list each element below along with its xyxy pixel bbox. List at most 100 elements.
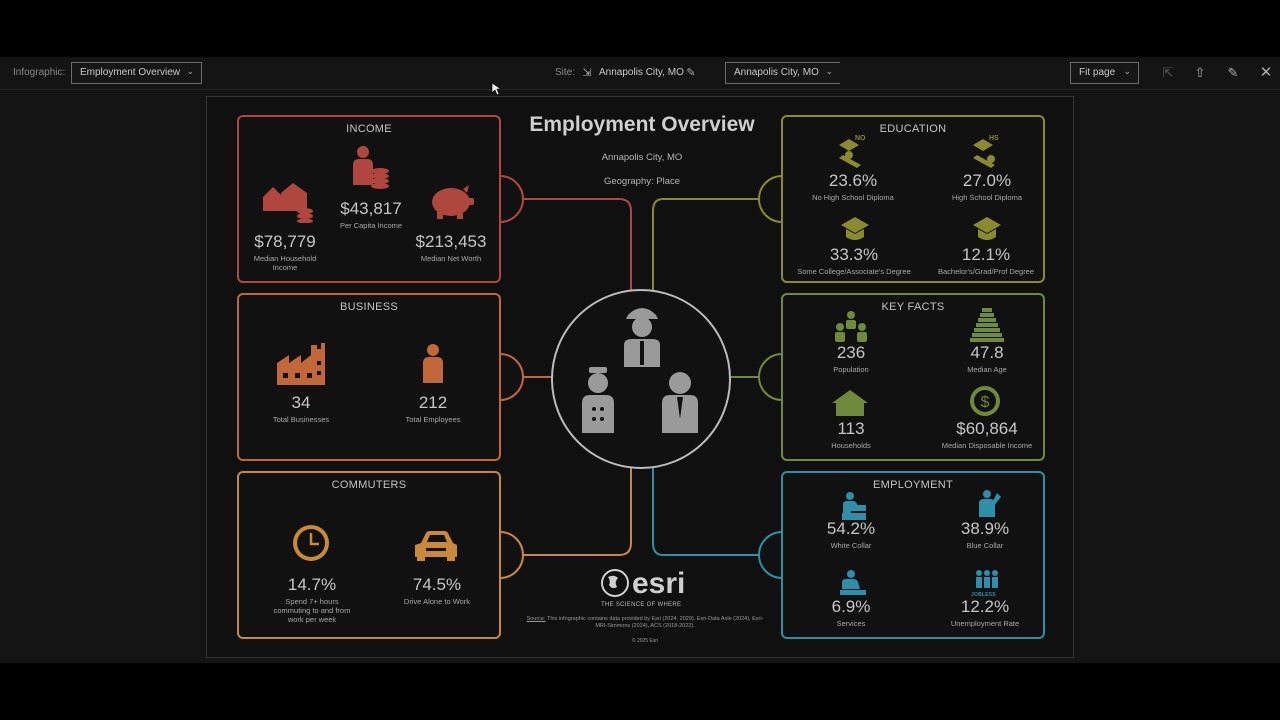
person-coins-icon (353, 146, 389, 189)
site-value: Annapolis City, MO (599, 67, 684, 78)
services-stat: 6.9% Services (811, 597, 891, 628)
piggy-bank-icon (432, 185, 474, 219)
esri-globe-icon (601, 569, 629, 597)
median-age-value: 47.8 (970, 343, 1004, 362)
source-text: This infographic contains data provided … (546, 616, 764, 629)
median-household-income-value: $78,779 (254, 232, 316, 251)
services-value: 6.9% (831, 597, 871, 616)
total-businesses-stat: 34 Total Businesses (261, 393, 341, 424)
disposable-income-stat: $60,864 Median Disposable Income (927, 419, 1047, 450)
households-stat: 113 Households (811, 419, 891, 450)
hs-diploma-icon (973, 139, 995, 168)
drive-alone-value: 74.5% (412, 575, 462, 594)
drive-alone-label: Drive Alone to Work (403, 597, 471, 606)
population-value: 236 (836, 343, 866, 362)
business-title: BUSINESS (339, 301, 399, 313)
total-businesses-label: Total Businesses (272, 415, 330, 424)
blue-collar-stat: 38.9% Blue Collar (945, 519, 1025, 550)
svg-text:$: $ (981, 394, 990, 411)
chevron-down-icon: ⌄ (1123, 66, 1131, 76)
unemployment-rate-label: Unemployment Rate (950, 619, 1020, 628)
hs-diploma-value: 27.0% (962, 171, 1012, 190)
median-net-worth-label: Median Net Worth (420, 254, 482, 263)
hs-diploma-stat: 27.0% High School Diploma (939, 171, 1035, 202)
median-net-worth-value: $213,453 (415, 232, 487, 251)
infographic-dropdown[interactable]: Employment Overview ⌄ (71, 62, 202, 84)
houses-icon (263, 183, 313, 223)
commute-time-stat: 14.7% Spend 7+ hours commuting to and fr… (267, 575, 357, 624)
median-household-income-stat: $78,779 Median Household Income (241, 232, 329, 272)
commute-time-label: Spend 7+ hours commuting to and from wor… (273, 597, 351, 624)
source-note: Source: This infographic contains data p… (525, 616, 765, 630)
white-collar-value: 54.2% (826, 519, 876, 538)
close-icon[interactable]: ✕ (1259, 64, 1273, 81)
per-capita-income-value: $43,817 (340, 199, 402, 218)
hs-badge: HS (989, 135, 999, 142)
edit-site-pencil-icon[interactable]: ✎ (686, 67, 696, 79)
no-hs-diploma-stat: 23.6% No High School Diploma (805, 171, 901, 202)
median-age-label: Median Age (967, 365, 1007, 374)
edit-pencil-icon[interactable]: ✎ (1227, 65, 1239, 80)
services-label: Services (836, 619, 866, 628)
total-businesses-value: 34 (291, 393, 311, 412)
commuters-panel: COMMUTERS 14.7% Spend 7+ hours commuting… (237, 471, 501, 639)
graduation-cap-icon (841, 217, 869, 240)
export-icon[interactable]: ⇧ (1194, 65, 1206, 80)
drive-alone-stat: 74.5% Drive Alone to Work (393, 575, 481, 606)
households-label: Households (831, 441, 871, 450)
chevron-down-icon: ⌄ (825, 66, 833, 76)
bachelors-label: Bachelor's/Grad/Prof Degree (937, 267, 1035, 276)
median-household-income-label: Median Household Income (253, 254, 317, 272)
income-title: INCOME (346, 123, 392, 135)
bachelors-value: 12.1% (961, 245, 1011, 264)
education-title: EDUCATION (879, 123, 947, 135)
income-panel: INCOME $43,817 Per Capita Income (237, 115, 501, 283)
letterbox-top (0, 0, 1280, 57)
clock-icon (293, 525, 329, 561)
blue-collar-icon (979, 490, 1001, 517)
some-college-value: 33.3% (829, 245, 879, 264)
key-facts-title: KEY FACTS (881, 301, 945, 313)
zoom-dropdown-value: Fit page (1079, 67, 1116, 78)
esri-tagline: THE SCIENCE OF WHERE (601, 602, 682, 608)
jobless-people-icon (976, 570, 998, 588)
population-label: Population (833, 365, 869, 374)
total-employees-label: Total Employees (405, 415, 461, 424)
employment-panel: EMPLOYMENT 54.2% White Collar 38.9% Blue… (781, 471, 1045, 639)
household-icon (832, 390, 868, 416)
share-icon[interactable]: ⇱ (1162, 65, 1174, 80)
chevron-down-icon: ⌄ (186, 66, 194, 76)
blue-collar-label: Blue Collar (966, 541, 1004, 550)
report-title: Employment Overview (529, 113, 755, 136)
report-location: Annapolis City, MO (601, 152, 683, 163)
site-dropdown[interactable]: Annapolis City, MO ⌄ (725, 62, 840, 84)
factory-icon (277, 343, 325, 385)
hs-diploma-label: High School Diploma (951, 193, 1023, 202)
median-net-worth-stat: $213,453 Median Net Worth (407, 232, 495, 263)
white-collar-icon (842, 492, 866, 520)
some-college-stat: 33.3% Some College/Associate's Degree (789, 245, 919, 276)
no-diploma-icon (839, 139, 861, 168)
viewer-toolbar: Infographic: Employment Overview ⌄ Site:… (0, 57, 1280, 90)
total-employees-stat: 212 Total Employees (393, 393, 473, 424)
copyright-credit: © 2025 Esri (631, 638, 659, 644)
commute-time-value: 14.7% (287, 575, 337, 594)
report-geography: Geography: Place (603, 176, 681, 187)
mouse-cursor-icon (491, 82, 501, 96)
no-hs-diploma-value: 23.6% (828, 171, 878, 190)
zoom-dropdown[interactable]: Fit page ⌄ (1070, 62, 1139, 84)
no-hs-diploma-label: No High School Diploma (812, 193, 894, 202)
graduation-cap-icon (973, 217, 1001, 240)
site-map-icon: ⇲ (582, 67, 592, 79)
white-collar-label: White Collar (830, 541, 872, 550)
unemployment-rate-value: 12.2% (960, 597, 1010, 616)
esri-logo-text: esri (632, 567, 686, 600)
per-capita-income-label: Per Capita Income (339, 221, 403, 230)
disposable-income-label: Median Disposable Income (941, 441, 1033, 450)
education-panel: EDUCATION NO HS 23.6% No High School Dip… (781, 115, 1045, 283)
key-facts-panel: KEY FACTS 236 Population 47.8 Median Age (781, 293, 1045, 461)
bachelors-stat: 12.1% Bachelor's/Grad/Prof Degree (923, 245, 1049, 276)
commuters-title: COMMUTERS (331, 479, 407, 491)
services-icon (840, 570, 866, 595)
unemployment-rate-stat: 12.2% Unemployment Rate (939, 597, 1031, 628)
